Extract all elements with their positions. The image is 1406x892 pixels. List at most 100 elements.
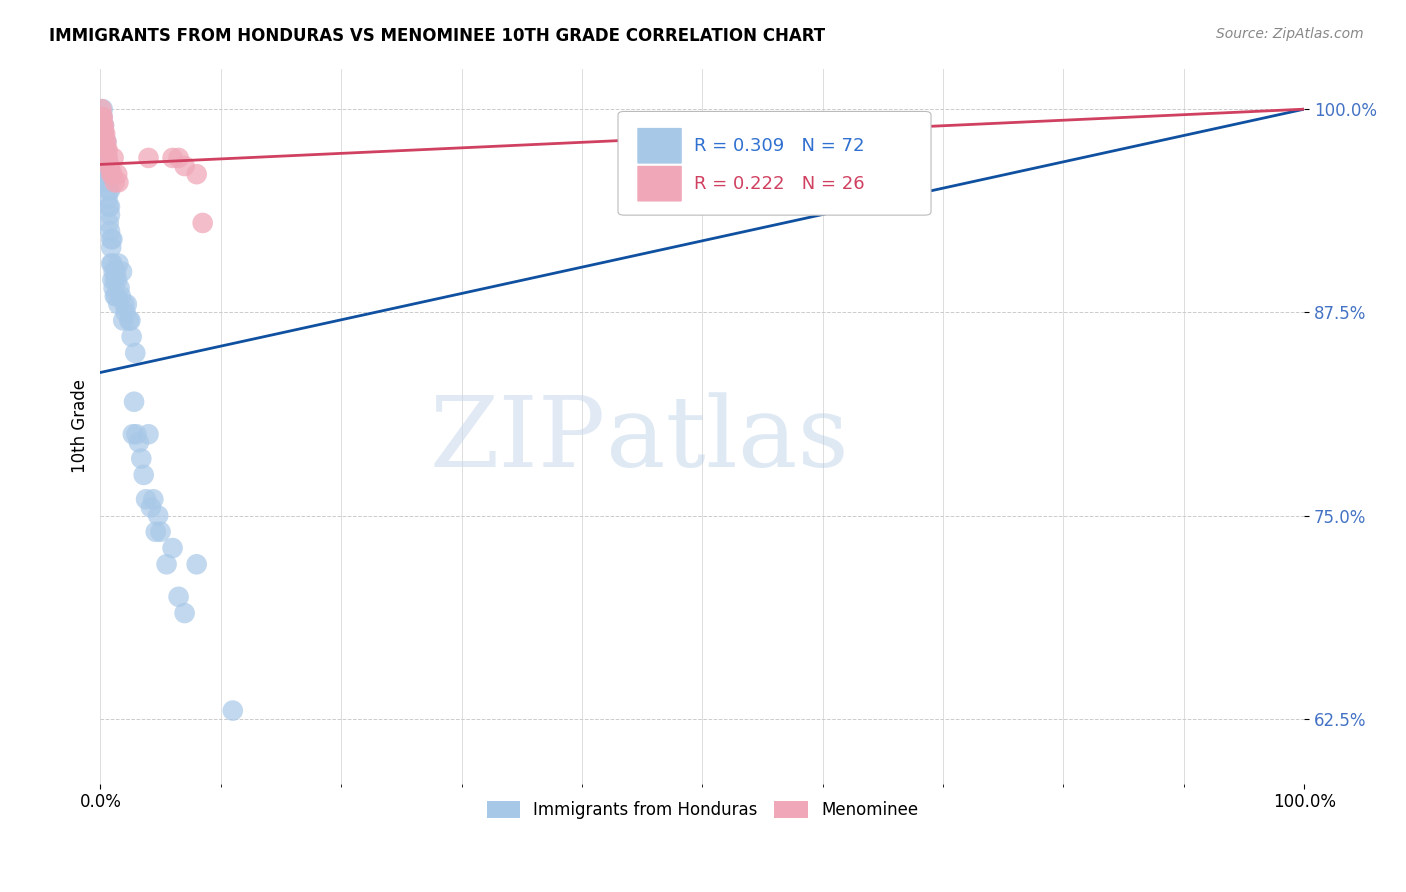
Legend: Immigrants from Honduras, Menominee: Immigrants from Honduras, Menominee	[479, 794, 925, 825]
Point	[98, 200, 121, 214]
Point	[105, 289, 128, 303]
Text: ZIP: ZIP	[430, 392, 606, 488]
Y-axis label: 10th Grade: 10th Grade	[72, 379, 89, 473]
Point	[93, 143, 115, 157]
Point	[107, 175, 129, 189]
Point	[100, 240, 122, 254]
Point	[104, 175, 127, 189]
Point	[90, 151, 112, 165]
Point	[90, 135, 112, 149]
Point	[138, 151, 160, 165]
Point	[111, 265, 134, 279]
Point	[167, 151, 190, 165]
Text: R = 0.309   N = 72: R = 0.309 N = 72	[693, 136, 865, 155]
Point	[90, 110, 112, 124]
Point	[105, 167, 128, 181]
Point	[135, 492, 157, 507]
Point	[91, 102, 114, 116]
Point	[93, 119, 115, 133]
Point	[96, 175, 118, 189]
Point	[139, 500, 162, 515]
Point	[97, 151, 120, 165]
FancyBboxPatch shape	[619, 112, 931, 215]
Point	[121, 329, 143, 343]
Point	[149, 524, 172, 539]
Point	[97, 167, 120, 181]
Point	[97, 192, 120, 206]
Point	[97, 159, 120, 173]
Point	[132, 467, 155, 482]
Point	[108, 281, 131, 295]
Point	[97, 167, 120, 181]
Point	[103, 281, 125, 295]
Point	[94, 135, 117, 149]
Point	[103, 151, 125, 165]
Point	[101, 256, 124, 270]
Point	[94, 159, 117, 173]
Point	[100, 167, 122, 181]
Point	[91, 110, 114, 124]
Point	[101, 167, 124, 181]
Point	[93, 119, 115, 133]
Point	[91, 119, 114, 133]
Text: R = 0.222   N = 26: R = 0.222 N = 26	[693, 175, 865, 193]
Point	[162, 151, 184, 165]
Point	[129, 451, 152, 466]
Point	[91, 119, 114, 133]
Point	[93, 127, 115, 141]
Point	[97, 200, 120, 214]
Point	[110, 289, 132, 303]
Point	[103, 265, 125, 279]
Point	[96, 159, 118, 173]
Text: atlas: atlas	[606, 392, 849, 488]
Point	[105, 265, 128, 279]
Point	[105, 273, 128, 287]
Point	[124, 346, 146, 360]
Point	[100, 256, 122, 270]
Point	[98, 208, 121, 222]
Text: Source: ZipAtlas.com: Source: ZipAtlas.com	[1216, 27, 1364, 41]
Point	[186, 558, 208, 572]
Point	[91, 110, 114, 124]
Point	[96, 143, 118, 157]
Point	[142, 492, 165, 507]
Point	[128, 435, 150, 450]
Point	[186, 167, 208, 181]
Point	[162, 541, 184, 555]
Point	[173, 606, 195, 620]
FancyBboxPatch shape	[637, 128, 682, 163]
Point	[155, 558, 177, 572]
Point	[98, 224, 121, 238]
Point	[112, 297, 135, 311]
Point	[104, 273, 127, 287]
Point	[222, 704, 245, 718]
Point	[112, 313, 135, 327]
Point	[104, 289, 127, 303]
Point	[97, 151, 120, 165]
Point	[97, 143, 120, 157]
Point	[114, 305, 136, 319]
Point	[107, 297, 129, 311]
Point	[96, 135, 118, 149]
Point	[97, 175, 120, 189]
Point	[98, 183, 121, 197]
Point	[173, 159, 195, 173]
Point	[94, 127, 117, 141]
Point	[122, 394, 145, 409]
Point	[101, 273, 124, 287]
Point	[120, 313, 142, 327]
Point	[191, 216, 214, 230]
Point	[101, 232, 124, 246]
Point	[94, 143, 117, 157]
Point	[145, 524, 167, 539]
Point	[107, 256, 129, 270]
Point	[118, 313, 141, 327]
Point	[146, 508, 169, 523]
Point	[167, 590, 190, 604]
FancyBboxPatch shape	[637, 166, 682, 202]
Point	[98, 159, 121, 173]
Point	[121, 427, 143, 442]
Point	[100, 232, 122, 246]
Point	[96, 135, 118, 149]
Point	[138, 427, 160, 442]
